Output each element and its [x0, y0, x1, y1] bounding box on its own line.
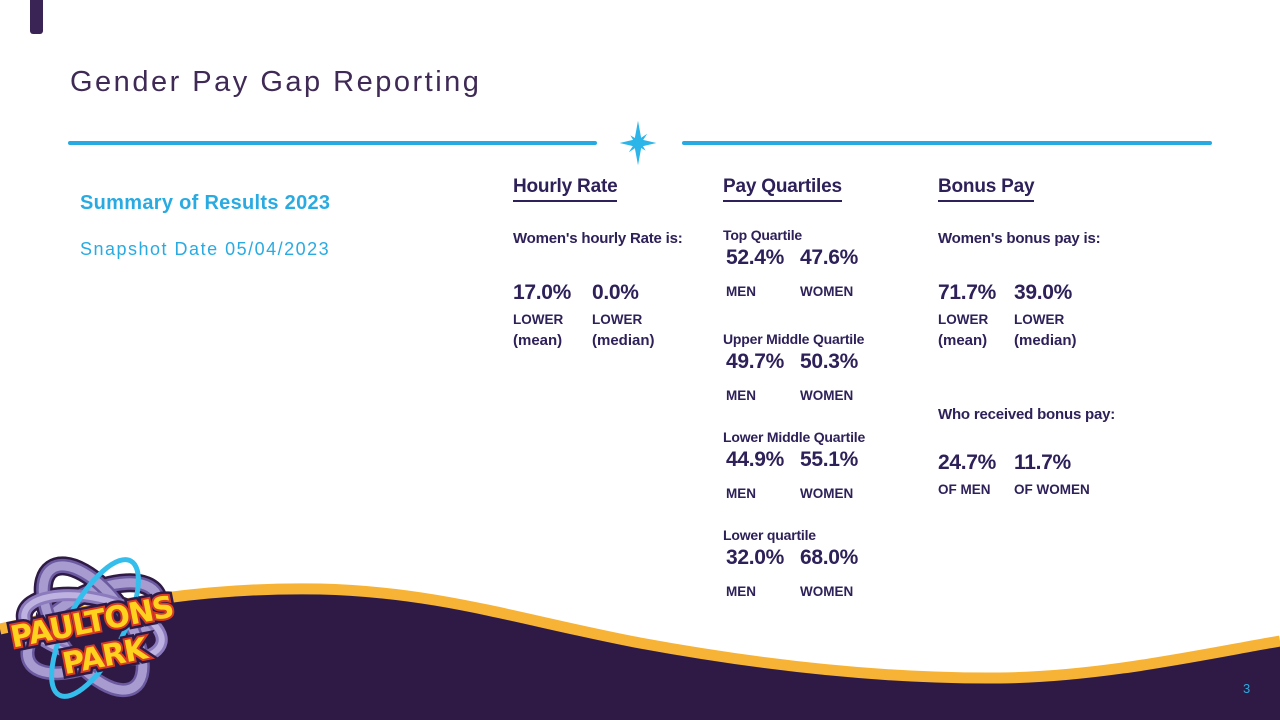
stat-value: 24.7% [938, 451, 997, 474]
hourly-rate-intro: Women's hourly Rate is: [513, 230, 683, 247]
quartile-upper-middle: Upper Middle Quartile 49.7% 50.3% MEN WO… [723, 331, 928, 403]
pay-quartiles-heading: Pay Quartiles [723, 176, 842, 202]
women-label: WOMEN [800, 584, 854, 599]
quartile-values: 49.7% 50.3% [723, 350, 928, 374]
women-label: WOMEN [800, 284, 854, 299]
hourly-rate-stats: 17.0% LOWER (mean) 0.0% LOWER (median) [513, 281, 713, 349]
quartile-top: Top Quartile 52.4% 47.6% MEN WOMEN [723, 227, 928, 299]
stat-value: 17.0% [513, 281, 572, 304]
bonus-pay-stats: 71.7% LOWER (mean) 39.0% LOWER (median) [938, 281, 1158, 349]
men-label: MEN [726, 584, 756, 599]
men-value: 32.0% [726, 546, 785, 569]
stat-value: 39.0% [1014, 281, 1073, 304]
hourly-rate-heading: Hourly Rate [513, 176, 618, 202]
quartile-label: Lower Middle Quartile [723, 429, 866, 445]
quartile-label: Top Quartile [723, 227, 803, 243]
sparkle-star-icon [615, 117, 661, 169]
quartile-label: Lower quartile [723, 527, 816, 543]
quartile-gender-labels: MEN WOMEN [723, 486, 928, 501]
page-number: 3 [1243, 681, 1251, 696]
stat-value: 71.7% [938, 281, 997, 304]
stat-group: OF WOMEN [1014, 482, 1090, 497]
stat-median: 39.0% LOWER (median) [1014, 281, 1090, 349]
bonus-pay-column: Bonus Pay Women's bonus pay is: 71.7% LO… [938, 176, 1158, 497]
stat-median: 0.0% LOWER (median) [592, 281, 671, 349]
men-label: MEN [726, 284, 756, 299]
women-value: 47.6% [800, 246, 859, 269]
stat-group: OF MEN [938, 482, 991, 497]
quartile-gender-labels: MEN WOMEN [723, 584, 928, 599]
atom-swirl-icon [15, 556, 171, 700]
men-value: 49.7% [726, 350, 785, 373]
women-label: WOMEN [800, 388, 854, 403]
women-value: 68.0% [800, 546, 859, 569]
page-title: Gender Pay Gap Reporting [70, 66, 482, 98]
women-label: WOMEN [800, 486, 854, 501]
received-bonus-stats: 24.7% OF MEN 11.7% OF WOMEN [938, 451, 1090, 497]
paultons-park-logo: PAULTONS PAULTONS PARK PARK [3, 548, 183, 714]
bonus-pay-heading: Bonus Pay [938, 176, 1035, 202]
quartile-gender-labels: MEN WOMEN [723, 284, 928, 299]
stat-value: 0.0% [592, 281, 639, 304]
bonus-pay-intro: Women's bonus pay is: [938, 230, 1101, 247]
hourly-rate-column: Hourly Rate Women's hourly Rate is: 17.0… [513, 176, 713, 349]
stat-women: 11.7% OF WOMEN [1014, 451, 1090, 497]
stat-direction: LOWER [938, 312, 989, 327]
divider-line-left [68, 141, 597, 145]
received-bonus-heading: Who received bonus pay: [938, 406, 1116, 423]
men-value: 52.4% [726, 246, 785, 269]
men-value: 44.9% [726, 448, 785, 471]
stat-mean: 17.0% LOWER (mean) [513, 281, 592, 349]
quartile-label: Upper Middle Quartile [723, 331, 865, 347]
stat-measure: (median) [1014, 332, 1077, 349]
women-value: 55.1% [800, 448, 859, 471]
quartile-values: 44.9% 55.1% [723, 448, 928, 472]
corner-accent-bar [30, 0, 43, 34]
stat-measure: (mean) [938, 332, 988, 349]
divider-line-right [682, 141, 1212, 145]
quartile-lower: Lower quartile 32.0% 68.0% MEN WOMEN [723, 527, 928, 599]
men-label: MEN [726, 486, 756, 501]
stat-value: 11.7% [1014, 451, 1071, 474]
quartile-values: 52.4% 47.6% [723, 246, 928, 270]
quartile-values: 32.0% 68.0% [723, 546, 928, 570]
stat-direction: LOWER [513, 312, 564, 327]
stat-measure: (median) [592, 332, 655, 349]
quartile-gender-labels: MEN WOMEN [723, 388, 928, 403]
stat-direction: LOWER [592, 312, 643, 327]
stat-direction: LOWER [1014, 312, 1065, 327]
quartile-lower-middle: Lower Middle Quartile 44.9% 55.1% MEN WO… [723, 429, 928, 501]
summary-heading: Summary of Results 2023 [80, 192, 331, 214]
pay-quartiles-column: Pay Quartiles Top Quartile 52.4% 47.6% M… [723, 176, 928, 599]
stat-measure: (mean) [513, 332, 563, 349]
stat-men: 24.7% OF MEN [938, 451, 1014, 497]
footer-wave [0, 555, 1280, 720]
snapshot-date: Snapshot Date 05/04/2023 [80, 239, 331, 259]
women-value: 50.3% [800, 350, 859, 373]
stat-mean: 71.7% LOWER (mean) [938, 281, 1014, 349]
men-label: MEN [726, 388, 756, 403]
